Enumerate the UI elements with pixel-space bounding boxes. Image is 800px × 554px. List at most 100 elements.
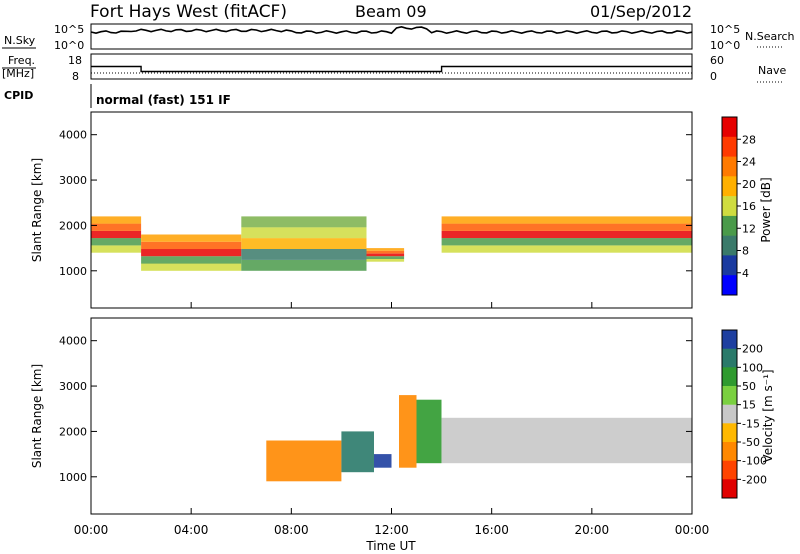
power-cell [441,223,692,231]
y-tick-label: 3000 [59,174,87,187]
power-cell [441,238,692,246]
power-cell [91,245,142,253]
power-colorbar: 28 24 20 16 12 8 4 [721,116,756,296]
velocity-cell [266,440,342,482]
velocity-colorbar: 200 100 50 15 -15 -50 -100 -200 [721,329,767,499]
x-tick-label: 00:00 [74,523,109,537]
power-cell [366,248,405,251]
freq-panel: Freq. [MHz] 18 8 60 0 Nave [2,53,786,83]
velocity-cell [341,431,374,473]
x-tick-label: 20:00 [575,523,610,537]
colorbar-tick-label: 28 [742,133,756,146]
cpid-label: CPID [4,89,33,102]
y-tick-label: 2000 [59,425,87,438]
x-tick-label: 00:00 [675,523,710,537]
power-cell [366,256,405,259]
nsky-panel: N.Sky 10^5 10^0 10^5 10^0 N.Search [2,23,795,52]
power-cell [241,227,367,239]
colorbar-tick-label: 100 [742,361,763,374]
nsky-left-tick-top: 10^5 [54,23,84,36]
power-cell [91,216,142,224]
colorbar-segment [722,196,737,217]
velocity-panel: 4000 3000 2000 1000 Slant Range [km] 200 100… [30,317,775,515]
y-tick-label: 1000 [59,265,87,278]
colorbar-tick-label: 20 [742,178,756,191]
x-tick-label: 08:00 [274,523,309,537]
colorbar-segment [722,460,737,480]
nsearch-label: N.Search [745,30,795,43]
colorbar-tick-label: -15 [742,417,760,430]
velocity-colorbar-label: Velocity [m s⁻¹] [761,369,775,462]
nsky-right-tick-top: 10^5 [710,23,740,36]
nsky-left-tick-bottom: 10^0 [54,39,84,52]
colorbar-tick-label: 8 [742,245,749,258]
power-cell [366,253,405,257]
power-panel: 4000 3000 2000 1000 Slant Range [km] 28 24 20… [30,111,773,309]
freq-left-tick-top: 18 [68,54,82,67]
colorbar-tick-label: -100 [742,455,767,468]
colorbar-segment [722,479,737,499]
colorbar-segment [722,136,737,158]
colorbar-tick-label: -200 [742,473,767,486]
power-cell [441,230,692,239]
y-tick-label: 2000 [59,219,87,232]
nsky-label: N.Sky [4,34,36,47]
colorbar-segment [722,176,737,197]
colorbar-tick-label: 16 [742,200,756,213]
colorbar-segment [722,117,737,138]
colorbar-tick-label: 15 [742,399,756,412]
power-cell [441,245,692,253]
nave-right-tick-top: 60 [710,54,724,67]
power-cell [441,216,692,224]
x-tick-label: 04:00 [174,523,209,537]
colorbar-frame [721,329,738,499]
colorbar-tick-label: 200 [742,343,763,356]
power-cell [241,216,367,228]
nave-label: Nave [758,64,786,77]
velocity-cell [416,399,442,464]
freq-trace [91,65,692,73]
colorbar-segment [722,367,737,387]
nsky-trace [90,25,693,35]
date-label: 01/Sep/2012 [590,2,692,21]
beam-label: Beam 09 [355,2,427,21]
y-tick-label: 1000 [59,471,87,484]
power-cell [366,259,405,262]
colorbar-tick-label: 50 [742,380,756,393]
power-cell [91,238,142,246]
freq-left-tick-bottom: 8 [72,70,79,83]
colorbar-segment [722,215,737,237]
nave-right-tick-bottom: 0 [710,70,717,83]
x-tick-label: 12:00 [374,523,409,537]
colorbar-tick-label: -50 [742,436,760,449]
power-cell [141,234,242,242]
power-cell [91,223,142,231]
y-tick-label: 3000 [59,380,87,393]
y-tick-label: 4000 [59,335,87,348]
x-axis-ticks: 00:00 04:00 08:00 12:00 16:00 20:00 00:00 [74,302,710,537]
colorbar-segment [722,404,737,424]
colorbar-tick-label: 4 [742,267,749,280]
power-cell [141,256,242,264]
colorbar-segment [722,330,737,350]
station-title: Fort Hays West (fitACF) [90,2,287,22]
power-cells [91,216,692,271]
colorbar-segment [722,386,737,406]
colorbar-segment [722,442,737,462]
nsky-right-tick-bottom: 10^0 [710,39,740,52]
power-cell [141,241,242,250]
colorbar-tick-label: 12 [742,222,756,235]
power-cell [91,230,142,239]
velocity-cell [374,454,392,468]
power-ylabel: Slant Range [km] [30,158,44,262]
velocity-cells [266,395,692,482]
power-yticks: 4000 3000 2000 1000 [59,129,692,278]
freq-label: Freq. [8,54,35,67]
cpid-mode: normal (fast) 151 IF [96,93,231,107]
x-tick-label: 16:00 [474,523,509,537]
velocity-cell [441,417,692,464]
colorbar-segment [722,275,737,296]
colorbar-segment [722,348,737,368]
power-cell [141,249,242,257]
